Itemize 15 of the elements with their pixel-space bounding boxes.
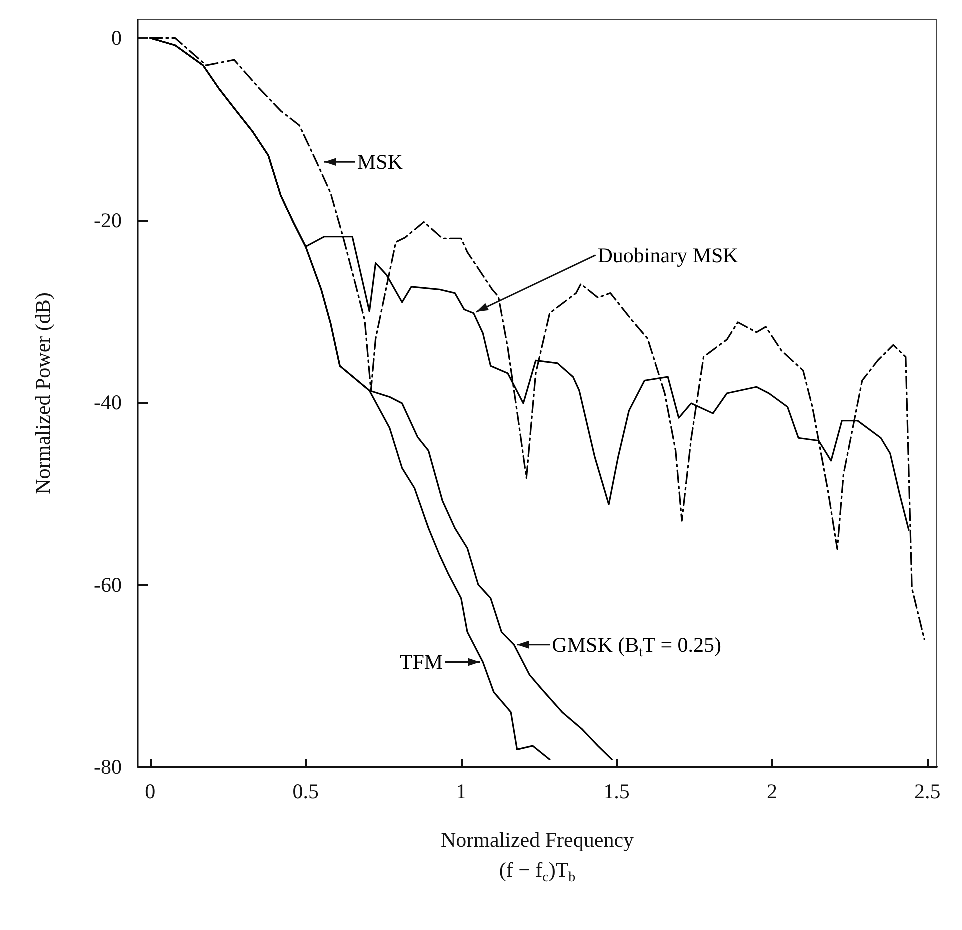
- x-tick-label: 1: [456, 780, 467, 804]
- x-tick-label: 2: [766, 780, 778, 804]
- y-tick-label: -60: [94, 572, 122, 597]
- annotation: Duobinary MSK: [598, 243, 738, 268]
- x-tick-label: 2.5: [914, 780, 941, 804]
- annotation: MSK: [357, 150, 403, 174]
- y-tick-label: -40: [94, 390, 122, 415]
- x-tick-label: 0: [145, 780, 156, 804]
- y-tick-label: -80: [94, 755, 122, 779]
- annotation: TFM: [400, 650, 444, 674]
- y-axis-title: Normalized Power (dB): [31, 292, 55, 494]
- x-tick-label: 0.5: [292, 780, 320, 804]
- y-tick-label: 0: [112, 26, 122, 50]
- y-tick-label: -20: [94, 208, 122, 232]
- x-tick-label: 1.5: [604, 780, 630, 804]
